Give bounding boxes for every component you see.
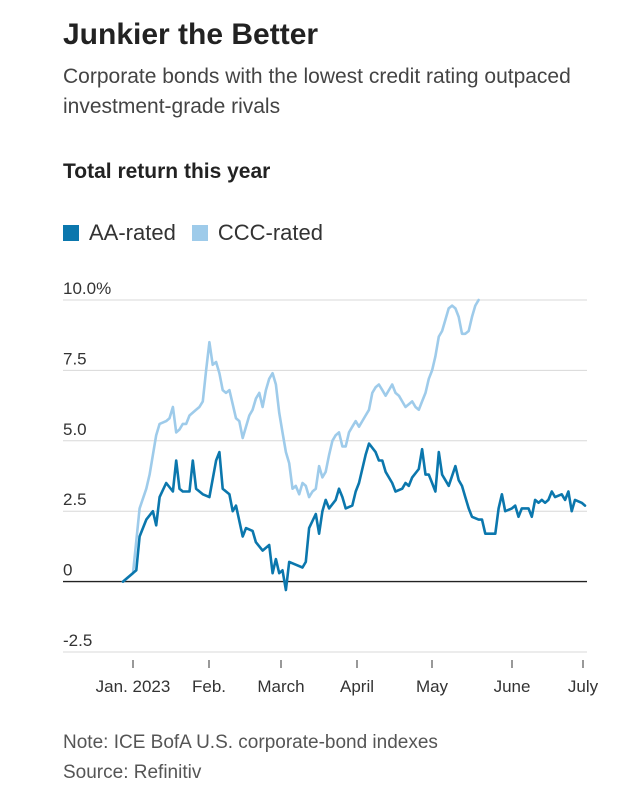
chart-legend: AA-rated CCC-rated: [63, 220, 339, 246]
chart-footer: Note: ICE BofA U.S. corporate-bond index…: [63, 728, 438, 788]
legend-label-aa: AA-rated: [89, 220, 176, 245]
x-tick-label-4: May: [416, 677, 449, 696]
y-tick-label-5: -2.5: [63, 631, 92, 650]
page-title: Junkier the Better: [63, 18, 319, 51]
x-tick-label-6: July: [568, 677, 599, 696]
y-tick-label-3: 2.5: [63, 490, 87, 509]
legend-swatch-aa: [63, 225, 79, 241]
x-tick-label-1: Feb.: [192, 677, 226, 696]
line-chart: 10.0% 7.5 5.0 2.5 0 -2.5 Jan. 2023 Feb. March Apr…: [63, 279, 599, 696]
y-tick-label-4: 0: [63, 561, 72, 580]
chart-note: Note: ICE BofA U.S. corporate-bond index…: [63, 732, 438, 753]
legend-label-ccc: CCC-rated: [217, 220, 323, 245]
series-line-ccc-rated: [121, 298, 480, 583]
y-tick-label-1: 7.5: [63, 349, 87, 368]
legend-item-aa: AA-rated: [63, 220, 176, 246]
legend-item-ccc: CCC-rated: [191, 220, 323, 246]
chart-title: Total return this year: [63, 160, 271, 183]
x-tick-label-3: April: [340, 677, 374, 696]
chart-source: Source: Refinitiv: [63, 762, 202, 783]
y-tick-label-2: 5.0: [63, 420, 87, 439]
y-tick-label-0: 10.0%: [63, 279, 111, 298]
x-tick-label-5: June: [494, 677, 531, 696]
x-tick-label-0: Jan. 2023: [96, 677, 171, 696]
page-subtitle: Corporate bonds with the lowest credit r…: [63, 65, 571, 118]
legend-swatch-ccc: [191, 225, 208, 241]
x-tick-label-2: March: [257, 677, 304, 696]
series-line-aa-rated: [121, 442, 587, 592]
